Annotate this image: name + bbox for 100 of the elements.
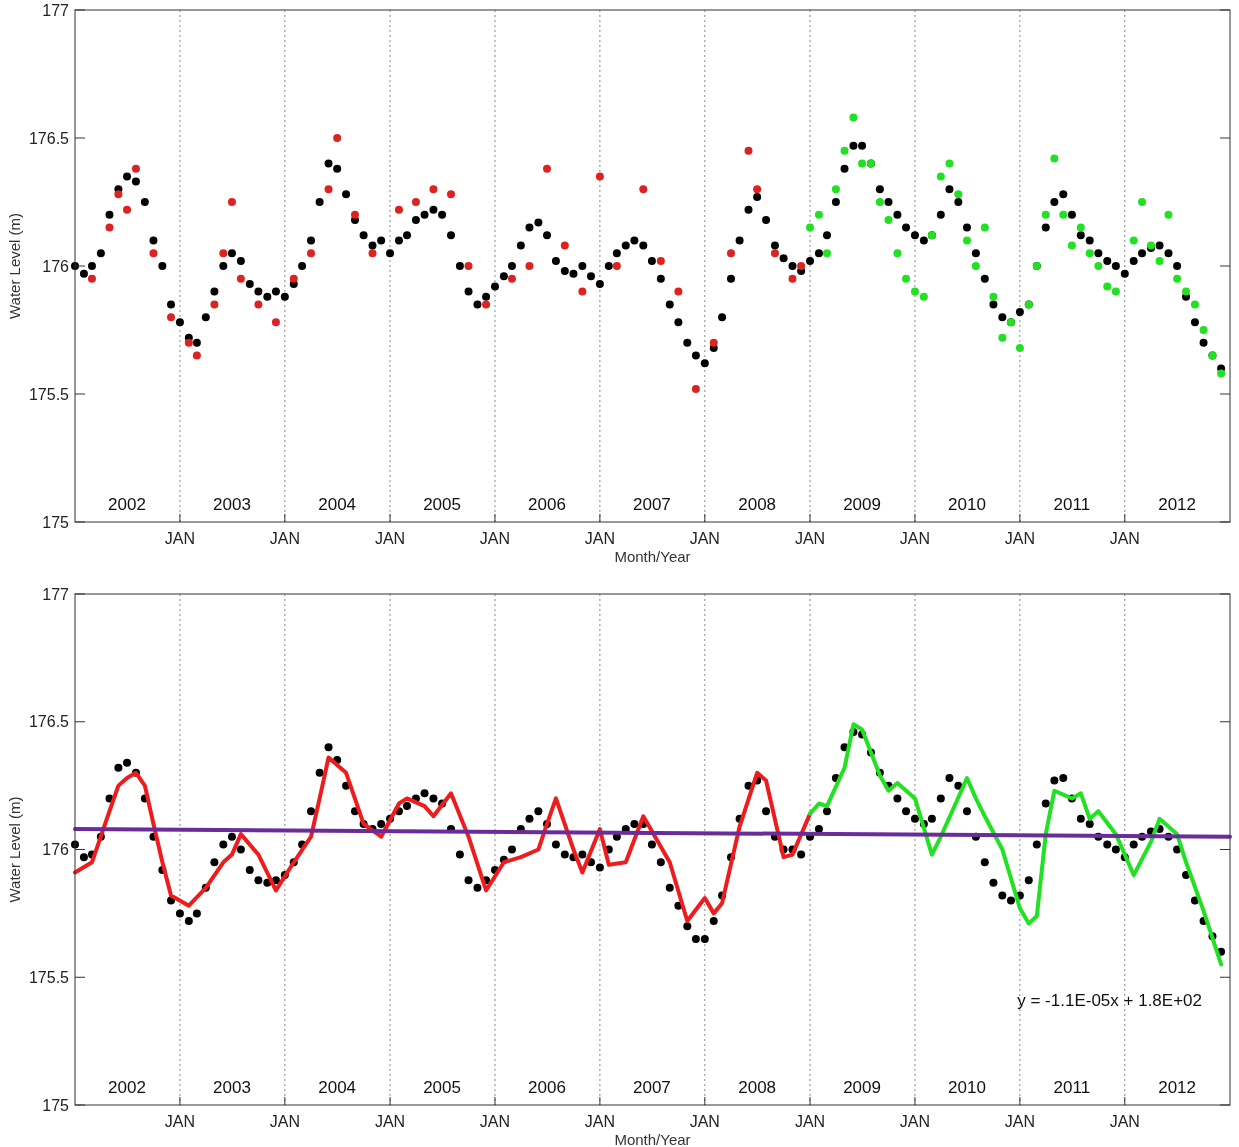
annotation: 2008 bbox=[738, 1077, 777, 1097]
point bbox=[709, 338, 718, 347]
x-tick-label: JAN bbox=[1004, 530, 1035, 547]
annotation: 2010 bbox=[948, 1077, 986, 1097]
point bbox=[1041, 210, 1050, 219]
point bbox=[227, 198, 236, 206]
point bbox=[1111, 287, 1120, 296]
point bbox=[1015, 343, 1024, 352]
x-tick-label: JAN bbox=[899, 1113, 931, 1130]
annotation: 2008 bbox=[738, 494, 777, 514]
x-tick-label: JAN bbox=[269, 530, 300, 547]
x-tick-label: JAN bbox=[374, 530, 406, 547]
point bbox=[1094, 262, 1103, 270]
x-tick-label: JAN bbox=[1004, 1113, 1035, 1130]
point bbox=[1103, 282, 1112, 291]
point bbox=[307, 249, 315, 258]
point bbox=[525, 262, 534, 270]
point bbox=[123, 205, 132, 214]
point bbox=[167, 313, 176, 322]
x-tick-label: JAN bbox=[374, 1113, 406, 1130]
point bbox=[1199, 326, 1208, 334]
point bbox=[875, 198, 884, 206]
point bbox=[1173, 274, 1182, 283]
point bbox=[482, 300, 491, 309]
x-tick-label: JAN bbox=[479, 1113, 511, 1130]
annotation: 2010 bbox=[948, 494, 986, 514]
annotation: 2012 bbox=[1158, 494, 1197, 514]
point bbox=[980, 223, 989, 232]
y-axis-title: Water Level (m) bbox=[6, 212, 23, 320]
point bbox=[105, 223, 114, 232]
annotation: 2005 bbox=[423, 1077, 461, 1097]
point bbox=[1050, 154, 1059, 163]
y-tick-label: 175.5 bbox=[28, 968, 70, 986]
point bbox=[1190, 300, 1199, 309]
point bbox=[560, 241, 569, 250]
point bbox=[219, 249, 228, 258]
point bbox=[1182, 287, 1191, 296]
point bbox=[919, 292, 928, 301]
x-tick-label: JAN bbox=[164, 1113, 196, 1130]
x-tick-label: JAN bbox=[794, 1113, 826, 1130]
point bbox=[87, 274, 96, 283]
annotation: 2002 bbox=[108, 1077, 146, 1097]
point bbox=[936, 172, 945, 181]
y-tick-label: 176.5 bbox=[28, 713, 70, 731]
point bbox=[1076, 223, 1085, 232]
point bbox=[192, 351, 201, 360]
point bbox=[691, 384, 700, 393]
annotation: 2009 bbox=[843, 1077, 881, 1097]
y-tick-label: 177 bbox=[42, 1, 70, 19]
x-tick-label: JAN bbox=[794, 530, 826, 547]
annotation: 2011 bbox=[1053, 494, 1091, 514]
annotation: 2002 bbox=[108, 494, 146, 514]
point bbox=[507, 274, 516, 283]
point bbox=[236, 274, 245, 283]
point bbox=[945, 159, 954, 168]
point bbox=[429, 185, 438, 194]
point bbox=[971, 262, 980, 270]
annotation: 2004 bbox=[318, 1077, 357, 1097]
y-tick-label: 176 bbox=[42, 257, 70, 275]
point bbox=[1138, 198, 1147, 206]
x-tick-label: JAN bbox=[269, 1113, 300, 1130]
point bbox=[656, 256, 665, 265]
point bbox=[333, 134, 342, 142]
point bbox=[884, 215, 893, 224]
x-tick-label: JAN bbox=[584, 530, 616, 547]
point bbox=[1155, 256, 1164, 265]
y-tick-label: 176 bbox=[42, 841, 70, 859]
point bbox=[350, 210, 359, 219]
x-tick-label: JAN bbox=[689, 530, 720, 547]
point bbox=[612, 262, 621, 270]
point bbox=[726, 249, 735, 258]
point bbox=[806, 223, 815, 232]
point bbox=[840, 146, 849, 155]
point bbox=[822, 249, 831, 258]
point bbox=[464, 262, 473, 270]
point bbox=[902, 274, 911, 283]
point bbox=[788, 274, 797, 283]
point bbox=[595, 172, 604, 181]
annotation: 2011 bbox=[1053, 1077, 1091, 1097]
point bbox=[543, 164, 551, 173]
point bbox=[446, 190, 455, 199]
x-tick-label: JAN bbox=[479, 530, 511, 547]
y-tick-label: 175 bbox=[42, 513, 70, 531]
x-tick-label: JAN bbox=[689, 1113, 720, 1130]
point bbox=[998, 333, 1007, 342]
point bbox=[639, 185, 648, 194]
point bbox=[131, 164, 140, 173]
point bbox=[1164, 210, 1173, 219]
point bbox=[1059, 210, 1068, 219]
y-tick-label: 175 bbox=[42, 1096, 70, 1114]
annotation: 2012 bbox=[1158, 1077, 1197, 1097]
y-tick-label: 175.5 bbox=[28, 385, 70, 403]
point bbox=[831, 185, 840, 194]
point bbox=[744, 146, 753, 155]
point bbox=[289, 274, 298, 283]
annotation: 2003 bbox=[213, 494, 251, 514]
point bbox=[184, 338, 193, 347]
point bbox=[254, 300, 263, 309]
annotation: 2006 bbox=[528, 1077, 566, 1097]
point bbox=[858, 159, 867, 168]
